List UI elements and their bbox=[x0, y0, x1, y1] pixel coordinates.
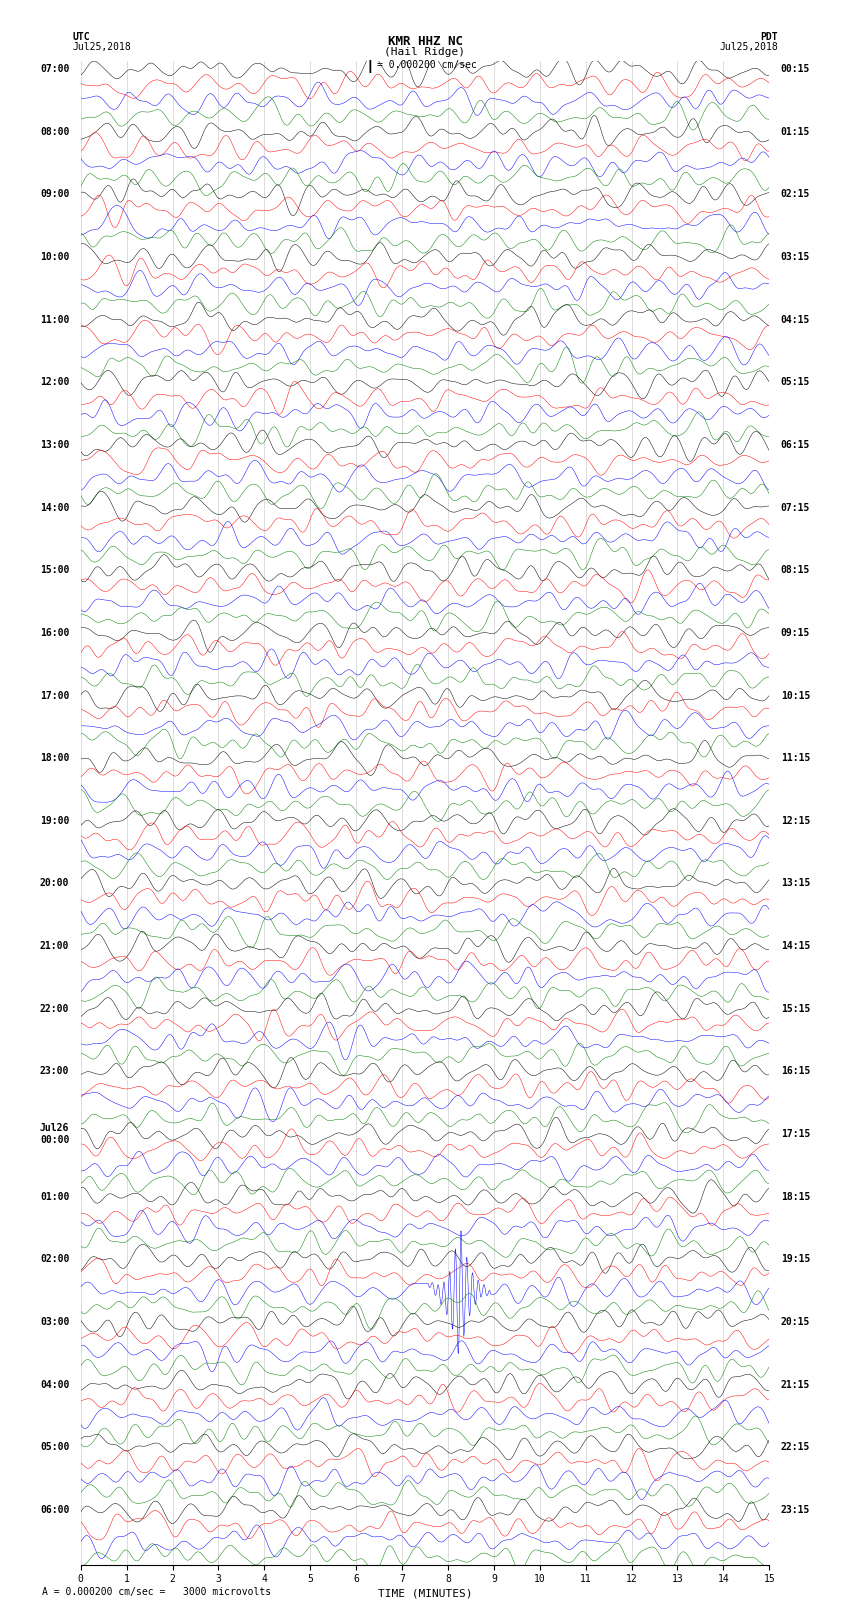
Text: 08:15: 08:15 bbox=[780, 565, 810, 576]
Text: 05:00: 05:00 bbox=[40, 1442, 70, 1452]
Text: 09:00: 09:00 bbox=[40, 189, 70, 200]
Text: 12:00: 12:00 bbox=[40, 377, 70, 387]
Text: 03:15: 03:15 bbox=[780, 252, 810, 261]
Text: 02:00: 02:00 bbox=[40, 1255, 70, 1265]
Text: 00:15: 00:15 bbox=[780, 65, 810, 74]
Text: (Hail Ridge): (Hail Ridge) bbox=[384, 47, 466, 56]
Text: KMR HHZ NC: KMR HHZ NC bbox=[388, 35, 462, 48]
Text: 16:00: 16:00 bbox=[40, 627, 70, 637]
Text: 23:00: 23:00 bbox=[40, 1066, 70, 1076]
Text: 01:15: 01:15 bbox=[780, 127, 810, 137]
Text: 19:15: 19:15 bbox=[780, 1255, 810, 1265]
Text: 18:00: 18:00 bbox=[40, 753, 70, 763]
Text: 08:00: 08:00 bbox=[40, 127, 70, 137]
Text: 18:15: 18:15 bbox=[780, 1192, 810, 1202]
Text: 10:00: 10:00 bbox=[40, 252, 70, 261]
Text: 10:15: 10:15 bbox=[780, 690, 810, 700]
Text: UTC: UTC bbox=[72, 32, 90, 42]
Text: A = 0.000200 cm/sec =   3000 microvolts: A = 0.000200 cm/sec = 3000 microvolts bbox=[42, 1587, 272, 1597]
Text: 04:15: 04:15 bbox=[780, 315, 810, 324]
Text: 21:15: 21:15 bbox=[780, 1379, 810, 1389]
X-axis label: TIME (MINUTES): TIME (MINUTES) bbox=[377, 1589, 473, 1598]
Text: Jul25,2018: Jul25,2018 bbox=[72, 42, 131, 52]
Text: 01:00: 01:00 bbox=[40, 1192, 70, 1202]
Text: 22:00: 22:00 bbox=[40, 1003, 70, 1013]
Text: 04:00: 04:00 bbox=[40, 1379, 70, 1389]
Text: 23:15: 23:15 bbox=[780, 1505, 810, 1515]
Text: 07:00: 07:00 bbox=[40, 65, 70, 74]
Text: 13:00: 13:00 bbox=[40, 440, 70, 450]
Text: ┃: ┃ bbox=[366, 60, 373, 73]
Text: Jul25,2018: Jul25,2018 bbox=[719, 42, 778, 52]
Text: 16:15: 16:15 bbox=[780, 1066, 810, 1076]
Text: 19:00: 19:00 bbox=[40, 816, 70, 826]
Text: 15:15: 15:15 bbox=[780, 1003, 810, 1013]
Text: 14:00: 14:00 bbox=[40, 503, 70, 513]
Text: 07:15: 07:15 bbox=[780, 503, 810, 513]
Text: 09:15: 09:15 bbox=[780, 627, 810, 637]
Text: 02:15: 02:15 bbox=[780, 189, 810, 200]
Text: PDT: PDT bbox=[760, 32, 778, 42]
Text: 15:00: 15:00 bbox=[40, 565, 70, 576]
Text: Jul26
00:00: Jul26 00:00 bbox=[40, 1123, 70, 1145]
Text: 13:15: 13:15 bbox=[780, 879, 810, 889]
Text: 12:15: 12:15 bbox=[780, 816, 810, 826]
Text: 17:15: 17:15 bbox=[780, 1129, 810, 1139]
Text: 03:00: 03:00 bbox=[40, 1316, 70, 1327]
Text: 20:15: 20:15 bbox=[780, 1316, 810, 1327]
Text: = 0.000200 cm/sec: = 0.000200 cm/sec bbox=[377, 60, 476, 69]
Text: 21:00: 21:00 bbox=[40, 940, 70, 952]
Text: 17:00: 17:00 bbox=[40, 690, 70, 700]
Text: 22:15: 22:15 bbox=[780, 1442, 810, 1452]
Text: 11:15: 11:15 bbox=[780, 753, 810, 763]
Text: 06:00: 06:00 bbox=[40, 1505, 70, 1515]
Text: 14:15: 14:15 bbox=[780, 940, 810, 952]
Text: 11:00: 11:00 bbox=[40, 315, 70, 324]
Text: 06:15: 06:15 bbox=[780, 440, 810, 450]
Text: 05:15: 05:15 bbox=[780, 377, 810, 387]
Text: 20:00: 20:00 bbox=[40, 879, 70, 889]
